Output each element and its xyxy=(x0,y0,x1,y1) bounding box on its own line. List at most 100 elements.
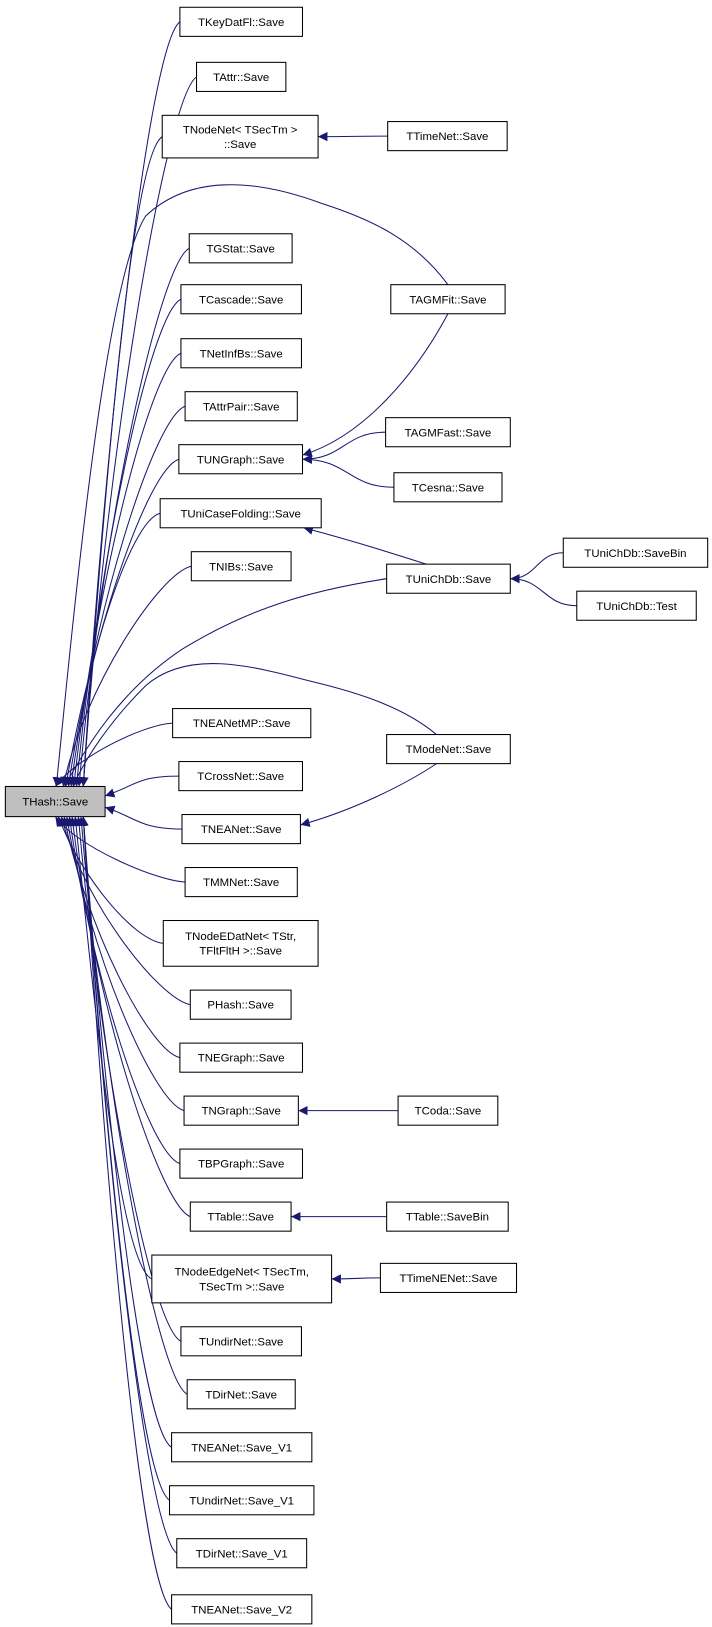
node-box[interactable] xyxy=(183,1095,299,1126)
node-tmodenet[interactable]: TModeNet::Save xyxy=(386,734,511,765)
node-box[interactable] xyxy=(397,1095,499,1126)
edge-tunichdb-to-thash xyxy=(64,578,387,787)
node-box[interactable] xyxy=(179,1042,304,1073)
node-box[interactable] xyxy=(189,989,292,1020)
edge-tnibs-to-thash xyxy=(60,565,192,787)
node-box[interactable] xyxy=(188,233,293,264)
node-label: TNEANet::Save_V1 xyxy=(191,1442,292,1454)
node-tcesna[interactable]: TCesna::Save xyxy=(393,472,503,503)
node-label: TAttrPair::Save xyxy=(203,401,279,413)
node-tagmfit[interactable]: TAGMFit::Save xyxy=(390,284,506,315)
node-ttimenet[interactable]: TTimeNet::Save xyxy=(387,121,508,152)
node-tattrpair[interactable]: TAttrPair::Save xyxy=(184,391,298,422)
node-tcoda[interactable]: TCoda::Save xyxy=(397,1095,499,1126)
node-ttimenenet[interactable]: TTimeNENet::Save xyxy=(379,1262,518,1293)
node-tneanet_v1[interactable]: TNEANet::Save_V1 xyxy=(171,1432,313,1463)
node-box[interactable] xyxy=(385,417,511,448)
node-label: TFltFltH >::Save xyxy=(199,946,282,958)
node-box[interactable] xyxy=(159,498,322,529)
node-label: TDirNet::Save_V1 xyxy=(196,1548,288,1560)
node-tmmnet[interactable]: TMMNet::Save xyxy=(184,867,298,898)
node-tunicasefolding[interactable]: TUniCaseFolding::Save xyxy=(159,498,322,529)
node-tagmfast[interactable]: TAGMFast::Save xyxy=(385,417,511,448)
node-label: TBPGraph::Save xyxy=(198,1159,284,1171)
node-label: TNodeEdgeNet< TSecTm, xyxy=(174,1267,309,1279)
node-box[interactable] xyxy=(390,284,506,315)
node-box[interactable] xyxy=(161,114,319,159)
node-box[interactable] xyxy=(4,785,106,818)
node-tdirnet[interactable]: TDirNet::Save xyxy=(186,1379,296,1410)
node-tneanet_v2[interactable]: TNEANet::Save_V2 xyxy=(171,1594,313,1625)
node-tbpgraph[interactable]: TBPGraph::Save xyxy=(179,1148,304,1179)
edge-ttimenenet-to-tnodeedgenet xyxy=(331,1274,381,1284)
node-tngraph[interactable]: TNGraph::Save xyxy=(183,1095,299,1126)
node-phash[interactable]: PHash::Save xyxy=(189,989,292,1020)
node-label: TUniCaseFolding::Save xyxy=(180,508,300,520)
node-box[interactable] xyxy=(386,563,511,594)
node-box[interactable] xyxy=(178,761,304,792)
node-tneanet[interactable]: TNEANet::Save xyxy=(181,814,301,845)
node-box[interactable] xyxy=(180,338,302,369)
node-box[interactable] xyxy=(180,284,302,315)
node-box[interactable] xyxy=(184,867,298,898)
node-tunichdb_savebin[interactable]: TUniChDb::SaveBin xyxy=(562,537,709,568)
node-box[interactable] xyxy=(180,1326,302,1357)
node-box[interactable] xyxy=(151,1254,333,1304)
node-tnodeedgenet[interactable]: TNodeEdgeNet< TSecTm,TSecTm >::Save xyxy=(151,1254,333,1304)
node-tnodenet[interactable]: TNodeNet< TSecTm >::Save xyxy=(161,114,319,159)
edge-tagmfit-to-thash xyxy=(52,184,449,787)
node-label: TUniChDb::Test xyxy=(596,601,677,613)
node-ttable[interactable]: TTable::Save xyxy=(189,1201,292,1232)
node-box[interactable] xyxy=(196,61,287,92)
node-thash[interactable]: THash::Save xyxy=(4,785,106,818)
node-box[interactable] xyxy=(172,708,312,739)
node-label: TCrossNet::Save xyxy=(197,771,284,783)
node-tunichdb_test[interactable]: TUniChDb::Test xyxy=(576,590,697,621)
node-box[interactable] xyxy=(178,444,304,475)
node-tnegraph[interactable]: TNEGraph::Save xyxy=(179,1042,304,1073)
node-tdirnet_v1[interactable]: TDirNet::Save_V1 xyxy=(176,1538,308,1569)
edge-tcesna-to-tungraph xyxy=(302,454,394,488)
node-tnetinfbs[interactable]: TNetInfBs::Save xyxy=(180,338,302,369)
node-box[interactable] xyxy=(176,1538,308,1569)
edge-tattr-to-thash xyxy=(79,76,197,787)
node-box[interactable] xyxy=(168,1485,315,1516)
node-box[interactable] xyxy=(181,814,301,845)
node-label: TCesna::Save xyxy=(412,482,484,494)
node-label: TAGMFit::Save xyxy=(409,294,486,306)
node-box[interactable] xyxy=(186,1379,296,1410)
node-tunichdb[interactable]: TUniChDb::Save xyxy=(386,563,511,594)
node-box[interactable] xyxy=(190,551,292,582)
node-tkeydatfl[interactable]: TKeyDatFl::Save xyxy=(179,6,304,37)
node-box[interactable] xyxy=(386,1201,509,1232)
node-box[interactable] xyxy=(576,590,697,621)
node-label: TKeyDatFl::Save xyxy=(198,17,284,29)
node-tungraph[interactable]: TUNGraph::Save xyxy=(178,444,304,475)
node-box[interactable] xyxy=(379,1262,518,1293)
node-tnibs[interactable]: TNIBs::Save xyxy=(190,551,292,582)
node-box[interactable] xyxy=(179,6,304,37)
node-box[interactable] xyxy=(393,472,503,503)
edge-tagmfit-to-tungraph xyxy=(302,313,449,457)
node-box[interactable] xyxy=(387,121,508,152)
node-box[interactable] xyxy=(184,391,298,422)
node-tundirnet[interactable]: TUndirNet::Save xyxy=(180,1326,302,1357)
node-tundirnet_v1[interactable]: TUndirNet::Save_V1 xyxy=(168,1485,315,1516)
edge-tunichdb_test-to-tunichdb xyxy=(510,574,577,607)
node-box[interactable] xyxy=(189,1201,292,1232)
node-tneanetmp[interactable]: TNEANetMP::Save xyxy=(172,708,312,739)
node-box[interactable] xyxy=(562,537,709,568)
node-ttable_savebin[interactable]: TTable::SaveBin xyxy=(386,1201,509,1232)
node-tnodeedatnet[interactable]: TNodeEDatNet< TStr,TFltFltH >::Save xyxy=(162,919,319,967)
node-box[interactable] xyxy=(162,919,319,967)
node-box[interactable] xyxy=(171,1432,313,1463)
node-tgstat[interactable]: TGStat::Save xyxy=(188,233,293,264)
node-tcascade[interactable]: TCascade::Save xyxy=(180,284,302,315)
node-box[interactable] xyxy=(171,1594,313,1625)
node-box[interactable] xyxy=(386,734,511,765)
node-tattr[interactable]: TAttr::Save xyxy=(196,61,287,92)
node-box[interactable] xyxy=(179,1148,304,1179)
node-tcrossnet[interactable]: TCrossNet::Save xyxy=(178,761,304,792)
edge-ttimenet-to-tnodenet xyxy=(318,131,388,142)
